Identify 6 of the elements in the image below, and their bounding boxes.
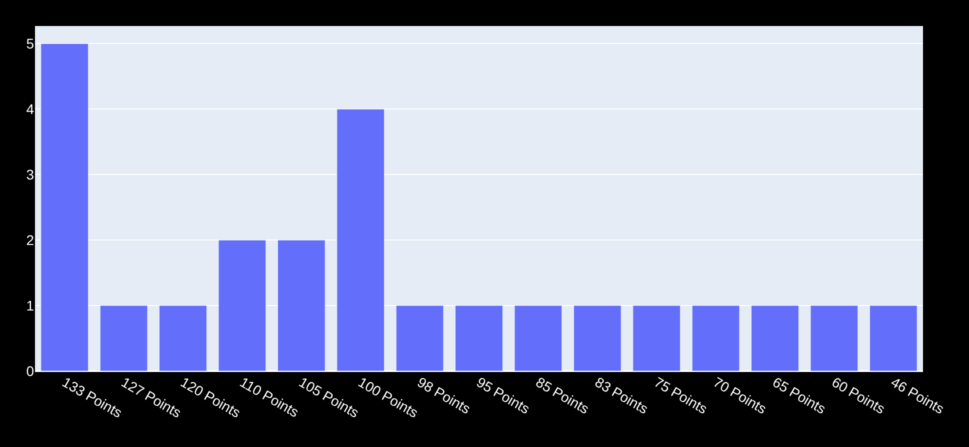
y-tick-label: 1: [26, 297, 34, 314]
y-tick-label: 3: [26, 166, 34, 183]
y-tick-label: 4: [26, 101, 34, 118]
y-tick-label: 2: [26, 232, 34, 248]
y-tick-label: 5: [26, 36, 34, 52]
y-tick-label: 0: [26, 362, 34, 379]
